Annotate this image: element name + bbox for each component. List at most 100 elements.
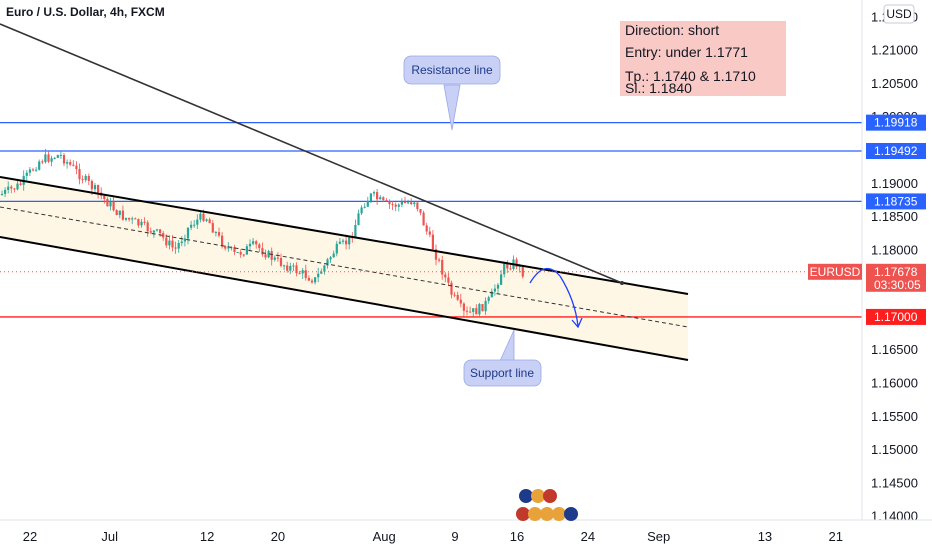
- candle-body: [372, 192, 376, 194]
- eu-flag-icon[interactable]: [519, 489, 533, 503]
- channel-lower-line[interactable]: [0, 236, 689, 361]
- economic-events[interactable]: [516, 489, 578, 521]
- candle-body: [326, 259, 329, 266]
- candle-body: [56, 155, 59, 158]
- level-price-tag: [866, 308, 926, 325]
- candle-body: [472, 308, 475, 313]
- candle-body: [478, 304, 481, 315]
- price-tick-label: 1.15000: [871, 442, 918, 457]
- candle-body: [425, 225, 428, 232]
- candle-body: [112, 202, 115, 211]
- candle-body: [168, 240, 171, 246]
- time-tick-label: 21: [829, 529, 843, 544]
- candle-body: [66, 162, 69, 164]
- time-tick-label: 12: [200, 529, 214, 544]
- projection-arrow: [559, 275, 579, 327]
- time-tick-label: Sep: [647, 529, 670, 544]
- candle-body: [286, 265, 289, 271]
- candle-body: [329, 257, 332, 260]
- candle-body: [304, 270, 307, 278]
- trade-note[interactable]: Direction: short Entry: under 1.1771 Tp.…: [620, 21, 786, 96]
- candle-body: [310, 280, 314, 283]
- candle-body: [255, 241, 258, 245]
- price-tick-label: 1.14500: [871, 475, 918, 490]
- candle-body: [25, 172, 28, 176]
- candle-body: [134, 218, 137, 220]
- event-icon[interactable]: [552, 507, 566, 521]
- trend-line-anchor[interactable]: [620, 281, 624, 285]
- candle-body: [410, 202, 413, 205]
- time-tick-label: Aug: [373, 529, 396, 544]
- candle-body: [416, 202, 419, 210]
- support-callout[interactable]: Support line: [463, 329, 542, 387]
- candle-body: [44, 154, 47, 163]
- currency-selector[interactable]: USD: [883, 4, 915, 24]
- candle-body: [388, 201, 391, 205]
- candle-body: [131, 218, 134, 220]
- candle-body: [62, 155, 66, 164]
- candle-body: [227, 247, 230, 249]
- candle-body: [314, 277, 317, 283]
- candle-body: [438, 259, 441, 261]
- candle-body: [0, 193, 4, 195]
- candle-body: [283, 265, 286, 267]
- candle-body: [400, 201, 403, 205]
- candle-body: [279, 258, 283, 266]
- last-price-tag: EURUSD 1.17678 03:30:05: [808, 263, 926, 292]
- candle-body: [264, 254, 267, 258]
- note-direction: Direction: short: [625, 22, 719, 38]
- candle-body: [481, 304, 484, 312]
- channel-upper-line[interactable]: [0, 176, 689, 295]
- candle-body: [205, 219, 208, 221]
- candle-body: [155, 229, 159, 231]
- candle-body: [19, 183, 22, 185]
- candle-body: [217, 232, 221, 236]
- candle-body: [121, 210, 124, 220]
- event-icon[interactable]: [531, 489, 545, 503]
- candle-body: [221, 235, 224, 247]
- candle-body: [149, 231, 152, 233]
- candle-body: [118, 210, 121, 216]
- candle-body: [394, 204, 397, 207]
- arrow-head-icon: [571, 317, 583, 329]
- event-icon[interactable]: [540, 507, 554, 521]
- candle-body: [307, 277, 310, 281]
- level-price-label: 1.18735: [874, 194, 918, 208]
- channel-fill: [0, 177, 688, 360]
- candle-body: [109, 202, 112, 207]
- candle-body: [13, 188, 16, 190]
- note-entry: Entry: under 1.1771: [625, 44, 748, 60]
- us-flag-icon[interactable]: [516, 507, 530, 521]
- time-tick-label: 9: [451, 529, 458, 544]
- candle-body: [137, 219, 140, 226]
- support-label: Support line: [470, 366, 534, 380]
- candle-body: [186, 227, 190, 239]
- candle-body: [242, 254, 245, 256]
- candle-body: [469, 311, 472, 313]
- candle-body: [376, 192, 379, 200]
- candle-body: [509, 268, 512, 270]
- candle-body: [289, 266, 292, 271]
- candle-body: [397, 204, 400, 207]
- candle-body: [31, 169, 35, 171]
- candle-body: [7, 186, 10, 190]
- candle-body: [459, 299, 462, 304]
- candle-body: [434, 249, 438, 260]
- candle-body: [233, 247, 236, 253]
- resistance-callout[interactable]: Resistance line: [403, 55, 501, 131]
- level-price-tag: [866, 143, 926, 160]
- candle-body: [403, 201, 407, 203]
- us-flag-icon[interactable]: [543, 489, 557, 503]
- candle-body: [295, 265, 298, 274]
- candle-body: [171, 240, 174, 248]
- channel-mid-line[interactable]: [0, 206, 689, 328]
- resistance-trend-line[interactable]: [0, 23, 623, 284]
- candle-body: [103, 195, 106, 199]
- candle-body: [47, 154, 50, 162]
- candle-body: [332, 253, 335, 258]
- eu-flag-icon[interactable]: [564, 507, 578, 521]
- event-icon[interactable]: [528, 507, 542, 521]
- candle-body: [382, 197, 385, 201]
